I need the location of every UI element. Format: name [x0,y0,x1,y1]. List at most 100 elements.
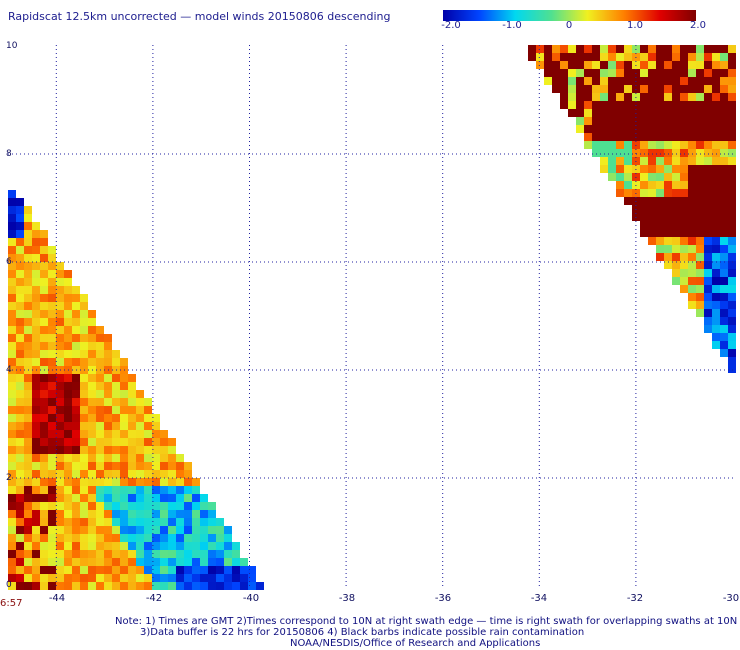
wind-cell [128,454,136,462]
wind-cell [192,534,200,542]
wind-cell [32,558,40,566]
wind-cell [32,430,40,438]
wind-cell [80,582,88,590]
wind-cell [16,582,24,590]
wind-cell [184,502,192,510]
wind-cell [80,478,88,486]
wind-cell [88,510,96,518]
wind-cell [592,133,600,141]
wind-cell [80,494,88,502]
wind-cell [720,309,728,317]
wind-cell [16,534,24,542]
wind-cell [112,430,120,438]
wind-cell [72,430,80,438]
wind-cell [32,326,40,334]
wind-cell [600,101,608,109]
wind-cell [648,149,656,157]
wind-cell [184,510,192,518]
wind-cell [88,422,96,430]
wind-cell [560,45,568,53]
wind-cell [232,550,240,558]
wind-cell [32,518,40,526]
wind-cell [656,53,664,61]
wind-cell [712,237,720,245]
wind-cell [192,510,200,518]
wind-cell [568,77,576,85]
wind-cell [224,550,232,558]
wind-cell [24,510,32,518]
colorbar-label: 0 [565,20,573,31]
wind-cell [704,125,712,133]
wind-cell [656,109,664,117]
wind-cell [80,438,88,446]
wind-cell [592,85,600,93]
wind-cell [192,526,200,534]
wind-cell [608,69,616,77]
wind-cell [152,518,160,526]
wind-cell [712,325,720,333]
wind-cell [24,350,32,358]
wind-cell [616,157,624,165]
wind-cell [120,558,128,566]
wind-cell [32,566,40,574]
wind-cell [728,117,736,125]
wind-cell [608,165,616,173]
wind-cell [232,582,240,590]
wind-cell [160,478,168,486]
wind-cell [64,382,72,390]
wind-cell [104,390,112,398]
wind-cell [96,358,104,366]
wind-cell [656,221,664,229]
wind-cell [48,254,56,262]
wind-cell [56,574,64,582]
wind-cell [536,53,544,61]
wind-cell [104,350,112,358]
wind-cell [160,534,168,542]
wind-cell [32,318,40,326]
wind-cell [696,253,704,261]
wind-cell [120,358,128,366]
wind-cell [88,502,96,510]
wind-cell [40,342,48,350]
wind-cell [8,494,16,502]
wind-cell [72,414,80,422]
wind-cell [712,317,720,325]
wind-cell [720,101,728,109]
wind-cell [120,550,128,558]
colorbar-label: -2.0 [441,20,461,31]
wind-cell [696,157,704,165]
wind-cell [640,61,648,69]
wind-cell [192,558,200,566]
wind-cell [720,141,728,149]
wind-cell [56,342,64,350]
wind-cell [8,382,16,390]
wind-cell [672,245,680,253]
wind-cell [104,430,112,438]
wind-cell [720,245,728,253]
wind-cell [576,77,584,85]
wind-cell [16,422,24,430]
wind-cell [640,133,648,141]
wind-cell [8,462,16,470]
wind-cell [160,566,168,574]
wind-cell [88,446,96,454]
wind-cell [208,518,216,526]
wind-cell [24,542,32,550]
wind-cell [608,77,616,85]
wind-cell [112,494,120,502]
wind-cell [168,502,176,510]
wind-cell [696,85,704,93]
wind-cell [56,398,64,406]
wind-cell [8,582,16,590]
wind-cell [120,534,128,542]
wind-cell [136,566,144,574]
wind-cell [672,165,680,173]
wind-cell [656,69,664,77]
wind-cell [592,93,600,101]
wind-cell [664,197,672,205]
wind-cell [120,430,128,438]
wind-cell [680,173,688,181]
wind-cell [8,206,16,214]
wind-cell [64,566,72,574]
